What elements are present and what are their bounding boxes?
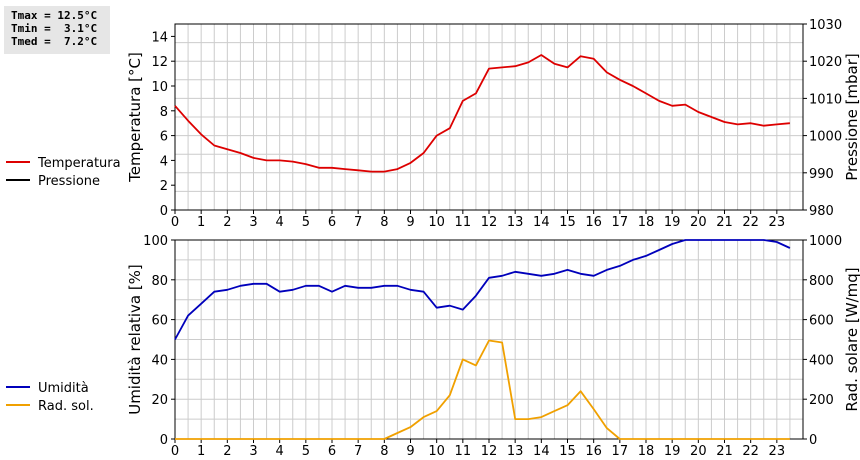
x-tick-label: 19 — [664, 215, 681, 230]
legend-bottom: Umidità Rad. sol. — [6, 381, 94, 414]
x-tick-label: 20 — [690, 215, 707, 230]
x-tick-label: 20 — [690, 444, 707, 459]
x-tick-label: 2 — [223, 444, 231, 459]
x-tick-label: 3 — [249, 215, 257, 230]
y2-tick-label: 800 — [809, 274, 834, 289]
y-tick-label: 0 — [160, 433, 168, 448]
y2-tick-label: 980 — [809, 204, 834, 219]
legend-label-umidita: Umidità — [38, 381, 89, 396]
legend-label-temperatura: Temperatura — [37, 156, 121, 171]
x-tick-label: 2 — [223, 215, 231, 230]
x-tick-label: 22 — [742, 215, 759, 230]
x-tick-label: 12 — [481, 215, 498, 230]
x-tick-label: 5 — [302, 215, 310, 230]
y2-axis-title: Pressione [mbar] — [843, 53, 860, 181]
stats-tmax: Tmax = 12.5°C — [11, 9, 98, 22]
x-tick-label: 8 — [380, 444, 388, 459]
x-tick-label: 10 — [428, 215, 445, 230]
x-tick-label: 10 — [428, 444, 445, 459]
x-tick-label: 0 — [171, 215, 179, 230]
x-tick-label: 7 — [354, 215, 362, 230]
x-tick-label: 17 — [612, 444, 629, 459]
x-tick-label: 13 — [507, 444, 524, 459]
x-tick-label: 9 — [406, 215, 414, 230]
series-line-rad-sol — [175, 339, 790, 440]
x-tick-label: 17 — [612, 215, 629, 230]
x-tick-label: 16 — [585, 215, 602, 230]
x-tick-label: 3 — [249, 444, 257, 459]
x-tick-label: 11 — [455, 444, 472, 459]
y-tick-label: 8 — [160, 105, 168, 120]
x-tick-label: 13 — [507, 215, 524, 230]
x-tick-label: 5 — [302, 444, 310, 459]
stats-tmin: Tmin = 3.1°C — [11, 22, 98, 35]
x-tick-label: 4 — [276, 215, 284, 230]
x-tick-label: 18 — [638, 444, 655, 459]
x-tick-label: 1 — [197, 215, 205, 230]
x-tick-label: 18 — [638, 215, 655, 230]
x-tick-label: 23 — [769, 215, 786, 230]
x-tick-label: 14 — [533, 444, 550, 459]
y-tick-label: 12 — [151, 55, 168, 70]
y2-tick-label: 400 — [809, 353, 834, 368]
x-tick-label: 22 — [742, 444, 759, 459]
y2-axis-title: Rad. solare [W/mq] — [843, 267, 860, 411]
y-axis-title: Temperatura [°C] — [126, 52, 144, 183]
y2-tick-label: 1000 — [809, 130, 842, 145]
x-tick-label: 11 — [455, 215, 472, 230]
y-tick-label: 100 — [143, 234, 168, 249]
x-tick-label: 6 — [328, 215, 336, 230]
y-tick-label: 60 — [151, 314, 168, 329]
x-tick-label: 8 — [380, 215, 388, 230]
legend-label-pressione: Pressione — [38, 174, 100, 189]
stats-box: Tmax = 12.5°C Tmin = 3.1°C Tmed = 7.2°C — [4, 6, 110, 54]
legend-label-rad-sol: Rad. sol. — [38, 399, 94, 414]
y2-tick-label: 1020 — [809, 55, 842, 70]
series-line-temperatura — [174, 54, 790, 173]
y-tick-label: 10 — [151, 80, 168, 95]
x-tick-label: 9 — [406, 444, 414, 459]
y-axis-title: Umidità relativa [%] — [126, 264, 144, 415]
humidity-radiation-chart: 0 1 2 3 4 5 6 7 8 9 10 11 12 13 14 15 16 17 18 19 20 21 22 2302… — [126, 234, 860, 459]
y-tick-label: 6 — [160, 130, 168, 145]
y-tick-label: 2 — [160, 179, 168, 194]
y-tick-label: 20 — [151, 393, 168, 408]
y2-tick-label: 200 — [809, 393, 834, 408]
y-tick-label: 0 — [160, 204, 168, 219]
x-tick-label: 0 — [171, 444, 179, 459]
x-tick-label: 7 — [354, 444, 362, 459]
x-tick-label: 6 — [328, 444, 336, 459]
x-tick-label: 21 — [716, 444, 733, 459]
y-tick-label: 80 — [151, 274, 168, 289]
y2-tick-label: 600 — [809, 314, 834, 329]
series-line-umidita — [174, 239, 791, 340]
y2-tick-label: 1010 — [809, 92, 842, 107]
x-tick-label: 4 — [276, 444, 284, 459]
y-tick-label: 4 — [160, 154, 168, 169]
x-tick-label: 14 — [533, 215, 550, 230]
x-tick-label: 15 — [559, 215, 576, 230]
y2-tick-label: 990 — [809, 167, 834, 182]
temperature-pressure-chart: 0 1 2 3 4 5 6 7 8 9 10 11 12 13 14 15 16 17 18 19 20 21 22 2302… — [126, 18, 860, 230]
legend-top: Temperatura Pressione — [6, 156, 121, 189]
y2-tick-label: 1030 — [809, 18, 842, 33]
x-tick-label: 23 — [769, 444, 786, 459]
x-tick-label: 21 — [716, 215, 733, 230]
stats-tmed: Tmed = 7.2°C — [11, 35, 98, 48]
y-tick-label: 14 — [151, 30, 168, 45]
x-tick-label: 12 — [481, 444, 498, 459]
y2-tick-label: 1000 — [809, 234, 842, 249]
x-tick-label: 19 — [664, 444, 681, 459]
y-tick-label: 40 — [151, 353, 168, 368]
x-tick-label: 1 — [197, 444, 205, 459]
y2-tick-label: 0 — [809, 433, 817, 448]
x-tick-label: 15 — [559, 444, 576, 459]
x-tick-label: 16 — [585, 444, 602, 459]
